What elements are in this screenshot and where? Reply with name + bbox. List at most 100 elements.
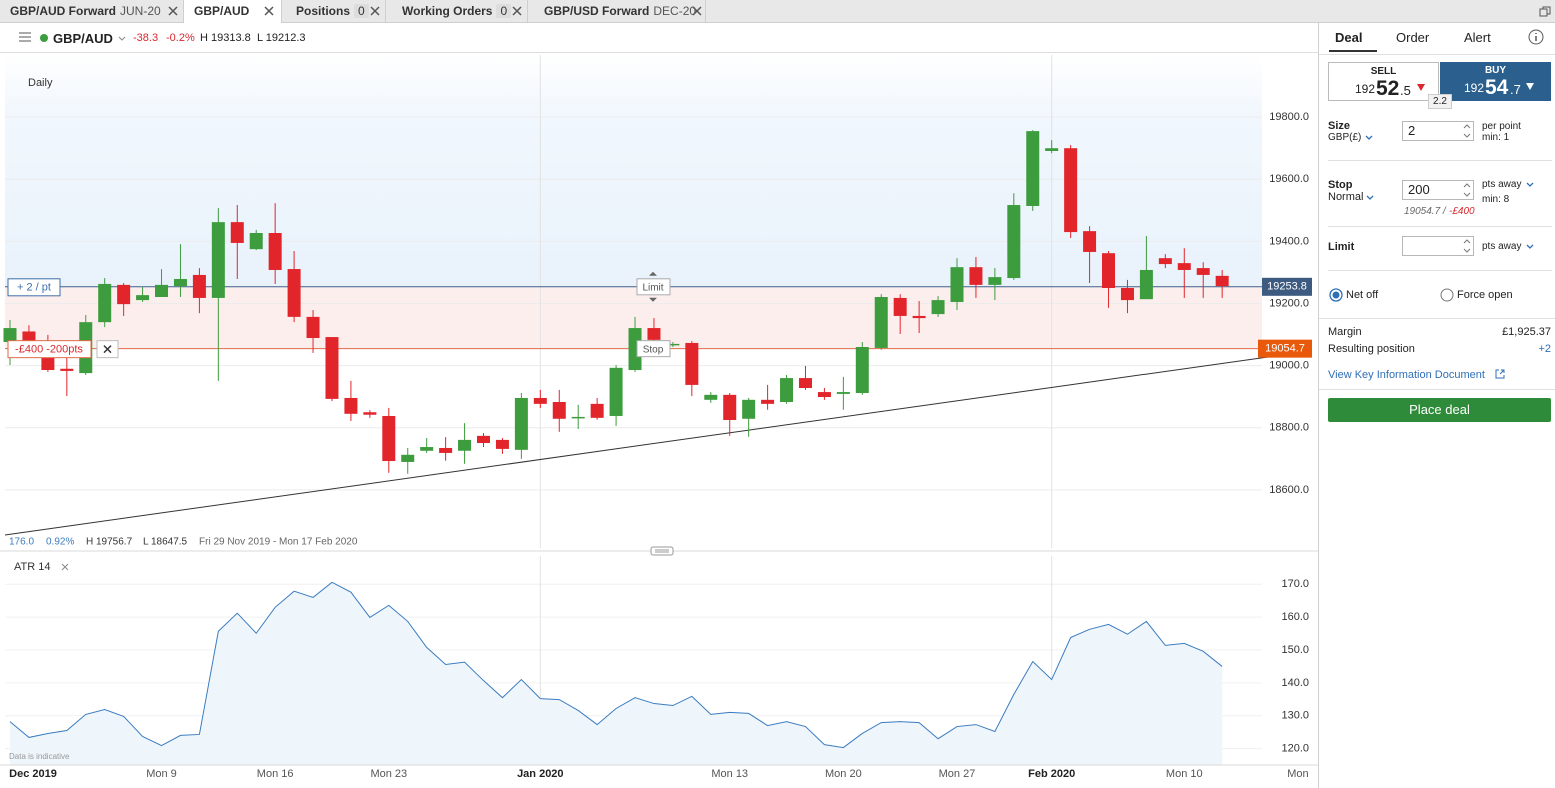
radio[interactable] <box>1440 288 1454 302</box>
margin-value: £1,925.37 <box>1502 326 1551 338</box>
chevron[interactable] <box>1365 135 1373 141</box>
spinner[interactable] <box>1463 238 1471 254</box>
candle-body <box>401 454 415 462</box>
spinner[interactable] <box>1463 123 1471 139</box>
x-tick-label: Mon 13 <box>711 768 748 780</box>
size-input[interactable]: 2 <box>1402 121 1474 141</box>
candle-body <box>1102 253 1116 288</box>
x-tick-label: Dec 2019 <box>9 768 57 780</box>
divider-handle[interactable] <box>650 546 674 556</box>
candle-body <box>893 297 907 316</box>
candle-body <box>249 233 263 250</box>
day-low: L 19212.3 <box>257 32 306 44</box>
candle-body <box>382 415 396 462</box>
y-tick-label: 160.0 <box>1281 611 1309 623</box>
candle-body <box>1120 287 1134 301</box>
instrument-name[interactable]: GBP/AUD <box>53 31 113 46</box>
period-label[interactable]: Daily <box>28 77 53 89</box>
size-note: per point <box>1482 121 1521 132</box>
tab[interactable]: GBP/USD Forward DEC-20 <box>528 0 706 22</box>
size-unit[interactable]: GBP(£) <box>1328 132 1362 143</box>
candle-body <box>325 337 339 399</box>
menu-icon[interactable] <box>19 32 31 42</box>
limit-note: pts away <box>1482 241 1522 252</box>
stop-box[interactable] <box>7 340 92 359</box>
tab[interactable]: Positions 0 <box>282 0 386 22</box>
limit-label: Limit <box>1328 241 1355 253</box>
stop-input[interactable]: 200 <box>1402 180 1474 200</box>
panel-tab[interactable]: Order <box>1396 30 1430 45</box>
indicator-close[interactable] <box>61 563 69 571</box>
stop-loss: -£400 <box>1449 206 1475 217</box>
candle-body <box>666 343 680 346</box>
tab-close[interactable] <box>370 6 380 16</box>
radio-selected[interactable] <box>1329 288 1343 302</box>
external-icon <box>1495 369 1505 379</box>
resulting-value: +2 <box>1538 343 1551 355</box>
candle-body <box>1064 148 1078 233</box>
stop-level: 19054.7 / <box>1404 206 1446 217</box>
candle-body <box>1007 205 1021 279</box>
x-tick-label: Feb 2020 <box>1028 768 1075 780</box>
option-label[interactable]: Net off <box>1346 289 1379 301</box>
summary-high: H 19756.7 <box>86 537 133 548</box>
limit-input[interactable] <box>1402 236 1474 256</box>
sell-button[interactable]: SELL 192 52.5 <box>1328 62 1439 101</box>
y-tick-label: 140.0 <box>1281 677 1309 689</box>
tab[interactable]: Working Orders 0 <box>386 0 528 22</box>
stop-kind[interactable]: Normal <box>1328 191 1364 203</box>
stop-drag-box[interactable] <box>636 340 671 358</box>
separator <box>1328 160 1552 161</box>
labels: 18600.0 18800.0 19000.0 19200.0 19400.0 19600… <box>7 111 1312 780</box>
candle-body <box>173 278 187 287</box>
x-tick-label: Mon 23 <box>370 768 407 780</box>
panel-tab[interactable]: Deal <box>1335 30 1363 45</box>
kid-link[interactable]: View Key Information Document <box>1328 369 1485 381</box>
chart: 18600.0 18800.0 19000.0 19200.0 19400.0 19600… <box>0 55 1318 780</box>
candle-body <box>609 367 623 416</box>
tab-badge: 0 <box>496 4 512 18</box>
stop-min: min: 8 <box>1482 194 1510 205</box>
candle-body <box>211 222 225 298</box>
spinner[interactable] <box>1463 182 1471 198</box>
place-deal-button[interactable]: Place deal <box>1328 398 1551 422</box>
tab-close[interactable] <box>512 6 522 16</box>
candle-body <box>647 328 661 340</box>
tab-badge: 0 <box>354 4 369 18</box>
option-label[interactable]: Force open <box>1457 289 1513 301</box>
tab[interactable]: GBP/AUD Forward JUN-20 <box>0 0 184 22</box>
down-arrow <box>1526 83 1534 90</box>
candle-body <box>912 315 926 319</box>
buy-button[interactable]: BUY 192 54.7 <box>1440 62 1551 101</box>
indicator-label[interactable]: ATR 14 <box>14 561 50 573</box>
x-tick-label: Mon 9 <box>146 768 177 780</box>
resulting-label: Resulting position <box>1328 343 1415 355</box>
chevron[interactable] <box>1366 195 1374 201</box>
popout-icon[interactable] <box>1539 6 1551 18</box>
tab-close[interactable] <box>692 6 702 16</box>
info-icon[interactable] <box>1528 29 1544 45</box>
position-box[interactable] <box>7 278 61 297</box>
sell-big-figure: 192 <box>1355 82 1376 96</box>
limit-box[interactable] <box>636 278 671 296</box>
candle-body <box>420 447 434 451</box>
tab-close[interactable] <box>264 6 274 16</box>
candle-body <box>1177 263 1191 270</box>
buy-pips: 54 <box>1485 76 1509 99</box>
candle-body <box>344 397 358 414</box>
candle-body <box>836 392 850 394</box>
day-high: H 19313.8 <box>200 32 251 44</box>
candle-body <box>571 416 585 419</box>
chevron[interactable] <box>1526 244 1534 250</box>
chevron[interactable] <box>1526 182 1534 188</box>
candle-body <box>931 300 945 315</box>
panel-tab[interactable]: Alert <box>1464 30 1491 45</box>
candle-body <box>798 378 812 389</box>
tab-close[interactable] <box>168 6 178 16</box>
y-tick-label: 19200.0 <box>1269 297 1309 309</box>
tab[interactable]: GBP/AUD <box>184 0 282 23</box>
chevron[interactable] <box>118 36 126 42</box>
candle-body <box>817 392 831 398</box>
stop-label: Stop <box>1328 179 1353 191</box>
